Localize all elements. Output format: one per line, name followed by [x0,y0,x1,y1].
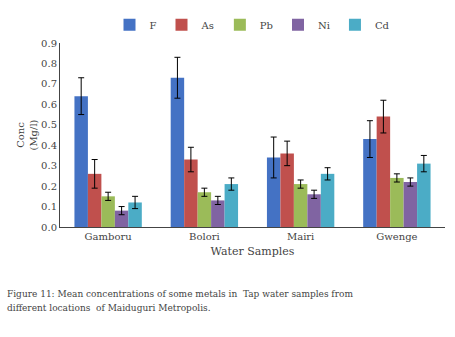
svg-text:different locations of Maidug: different locations of Maiduguri Metropo… [7,303,211,313]
svg-text:0.0: 0.0 [41,222,57,233]
svg-text:0.5: 0.5 [41,119,57,130]
svg-text:Ni: Ni [318,20,330,31]
svg-text:0.9: 0.9 [41,38,57,49]
svg-text:F: F [150,20,157,31]
svg-text:0.6: 0.6 [41,99,57,110]
svg-text:0.3: 0.3 [41,160,57,171]
svg-text:0.1: 0.1 [41,201,57,212]
svg-text:Gwenge: Gwenge [376,231,417,242]
svg-text:0.4: 0.4 [41,140,57,151]
svg-text:Mairi: Mairi [287,231,314,242]
svg-text:0.7: 0.7 [41,78,57,89]
svg-text:Bolori: Bolori [189,231,220,242]
svg-text:Conc(Mg/l): Conc(Mg/l) [15,119,39,150]
svg-text:Figure 11: Mean concentrations: Figure 11: Mean concentrations of some m… [7,289,353,299]
svg-text:0.8: 0.8 [41,58,57,69]
svg-text:As: As [201,20,214,31]
svg-text:0.2: 0.2 [41,181,57,192]
svg-text:Cd: Cd [375,20,390,31]
svg-text:Gamboru: Gamboru [85,231,133,242]
svg-text:Water Samples: Water Samples [211,245,295,258]
svg-text:Pb: Pb [260,20,273,31]
